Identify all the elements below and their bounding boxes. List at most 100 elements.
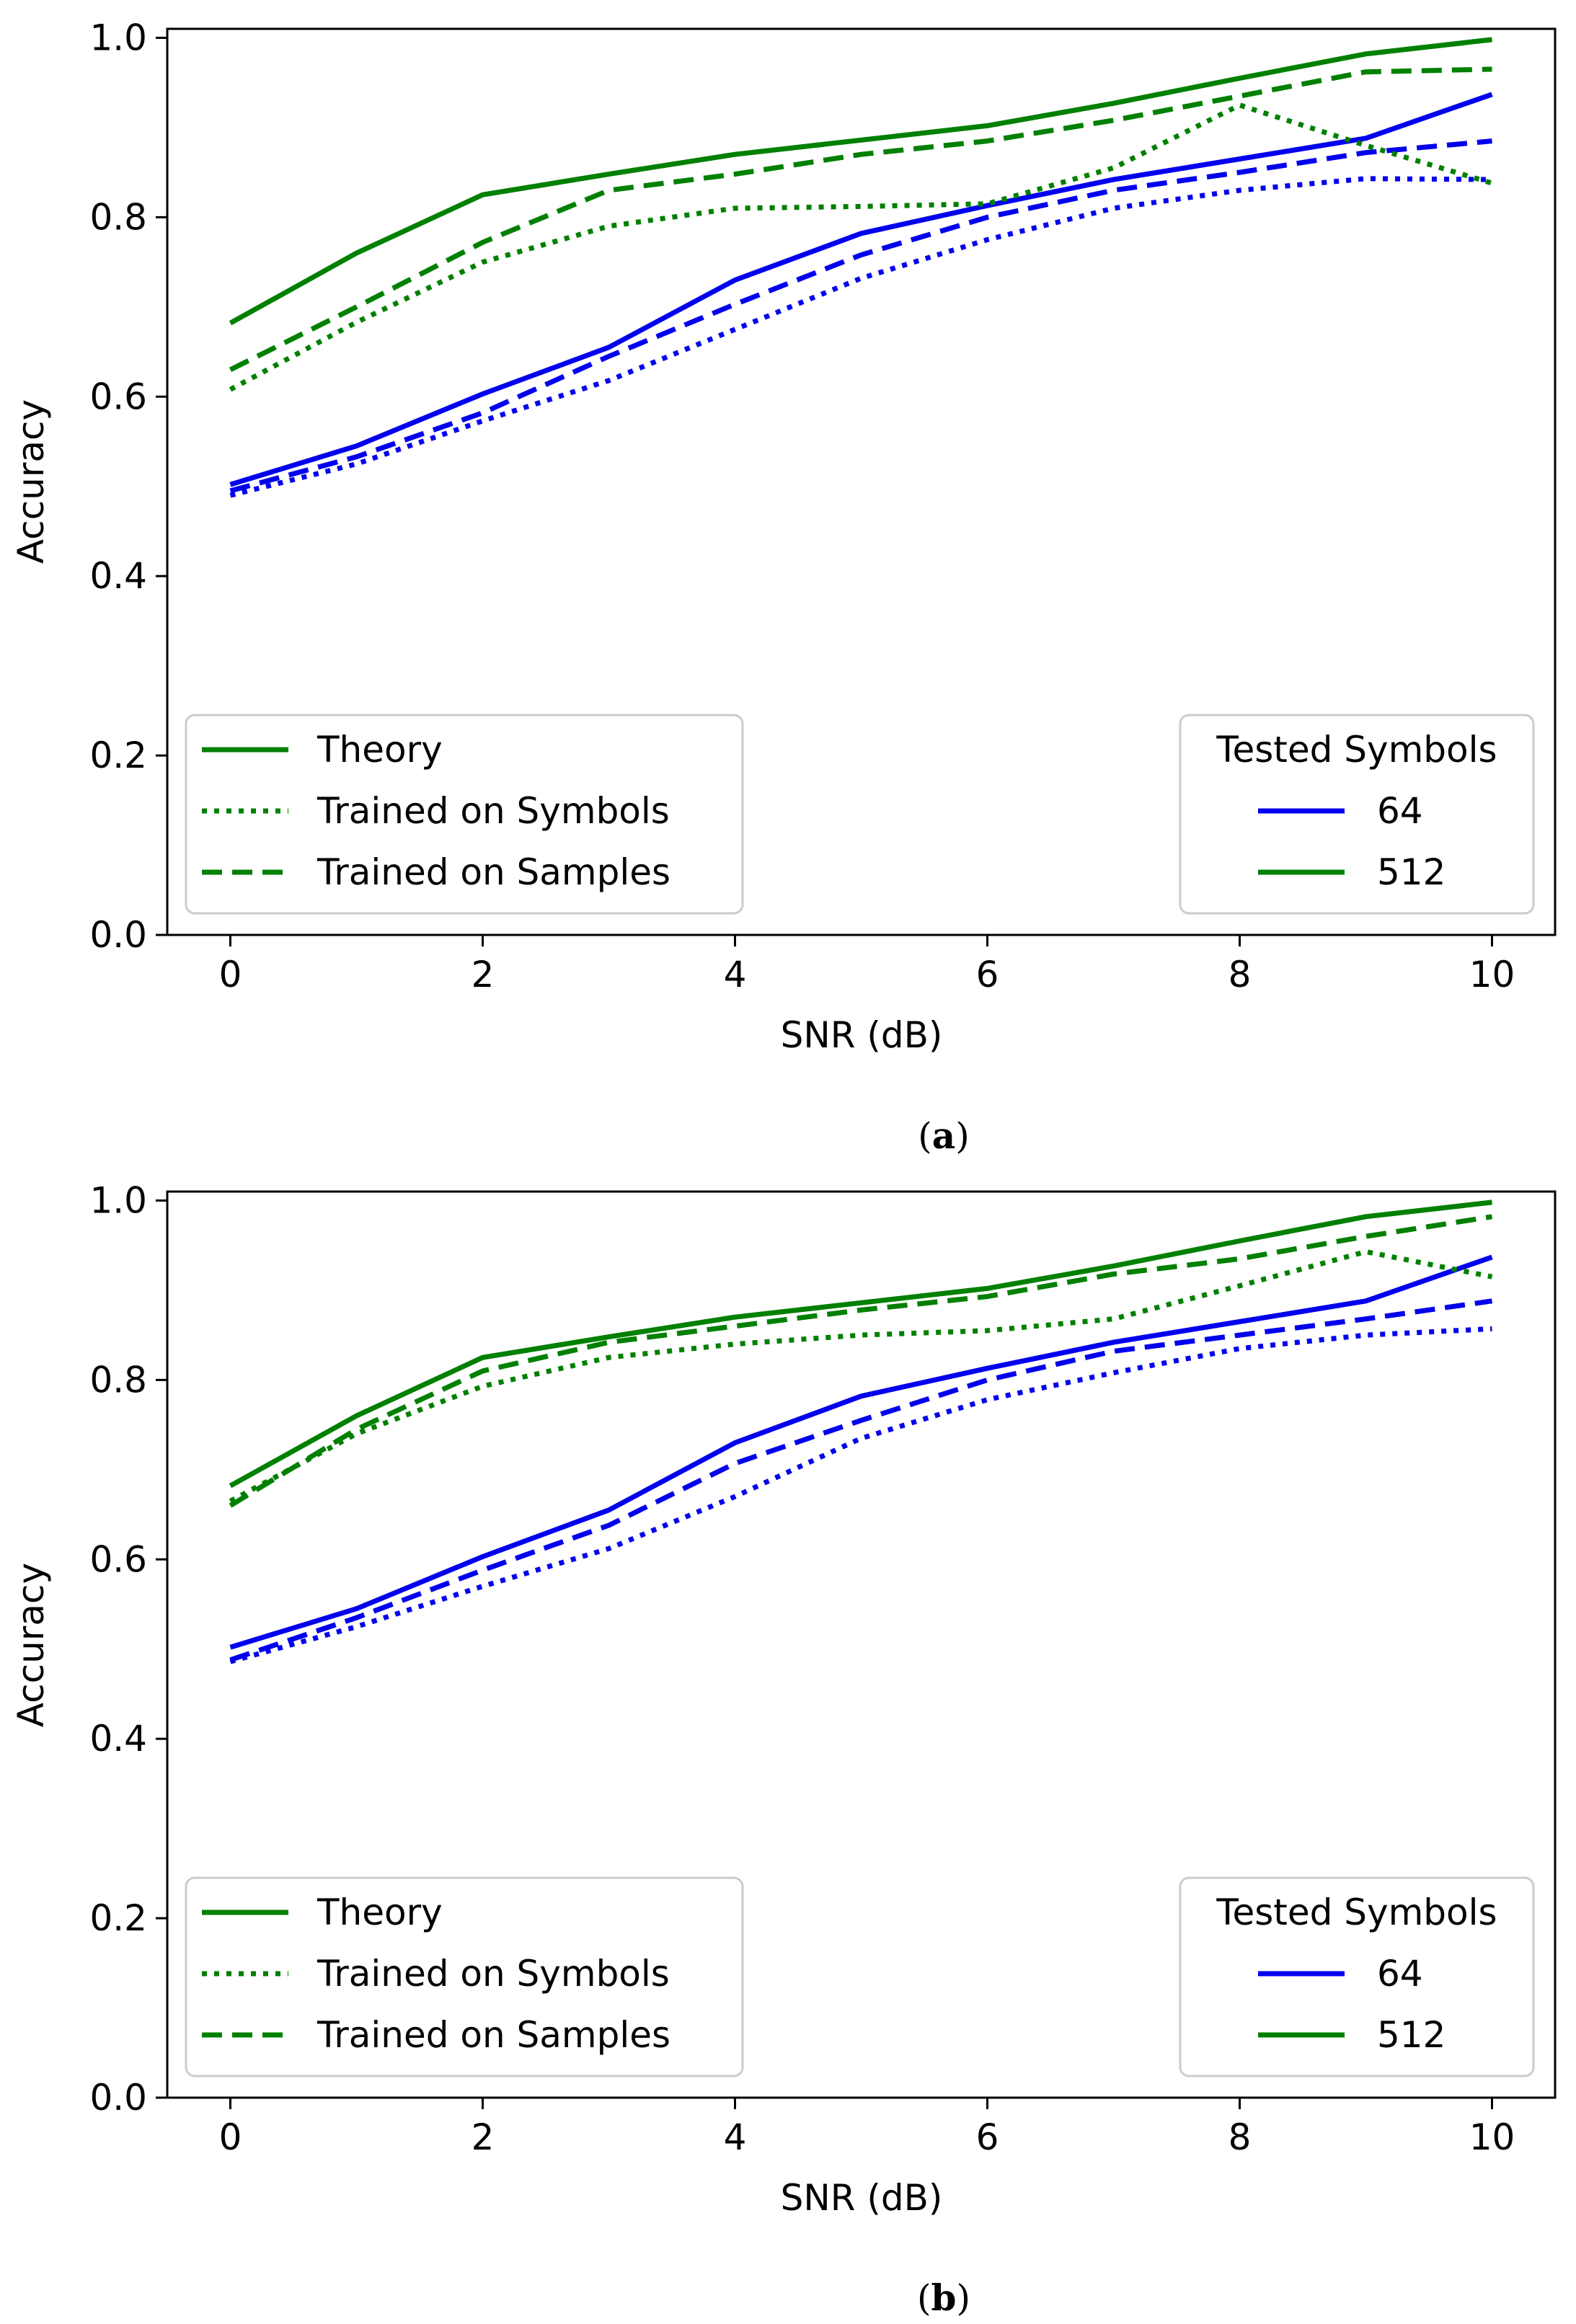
data-point-1-2 bbox=[482, 1585, 484, 1588]
data-point-3-9 bbox=[1365, 53, 1368, 56]
data-point-1-8 bbox=[1239, 189, 1241, 192]
data-point-5-7 bbox=[1112, 119, 1115, 122]
data-point-4-6 bbox=[986, 1329, 989, 1332]
data-point-1-3 bbox=[608, 1547, 611, 1550]
series-line-0 bbox=[229, 92, 1493, 487]
x-axis-b: 0 2 4 6 8 10 bbox=[219, 2098, 1515, 2158]
data-point-5-9 bbox=[1365, 1235, 1368, 1238]
y-tick-label: 0.2 bbox=[89, 1897, 147, 1939]
y-axis-b: 0.0 0.2 0.4 0.6 0.8 1.0 bbox=[89, 1179, 167, 2119]
data-point-4-7 bbox=[1112, 1318, 1115, 1321]
data-point-2-7 bbox=[1112, 1350, 1115, 1353]
data-point-1-6 bbox=[986, 1398, 989, 1401]
data-point-4-3 bbox=[608, 225, 611, 228]
data-point-5-5 bbox=[860, 1308, 863, 1311]
data-point-4-3 bbox=[608, 1356, 611, 1359]
data-point-1-10 bbox=[1491, 178, 1494, 181]
data-point-0-3 bbox=[608, 346, 611, 349]
series-line-2 bbox=[229, 1298, 1492, 1663]
x-tick-label: 10 bbox=[1469, 2116, 1515, 2158]
data-point-4-6 bbox=[986, 203, 989, 205]
legend-style-label-symbols-b: Trained on Symbols bbox=[316, 1953, 670, 1995]
x-tick-label: 0 bbox=[219, 2116, 242, 2158]
data-point-5-4 bbox=[734, 173, 737, 176]
data-point-2-5 bbox=[860, 254, 863, 257]
y-tick-label: 0.6 bbox=[89, 376, 147, 417]
data-point-5-1 bbox=[355, 1428, 358, 1431]
data-point-2-1 bbox=[355, 456, 358, 458]
data-point-4-1 bbox=[355, 321, 358, 324]
data-point-1-10 bbox=[1491, 1327, 1494, 1330]
data-point-5-9 bbox=[1365, 71, 1368, 74]
data-point-3-6 bbox=[986, 1287, 989, 1290]
data-point-0-2 bbox=[482, 393, 484, 396]
legend-style-label-symbols-a: Trained on Symbols bbox=[316, 790, 670, 832]
data-point-2-2 bbox=[482, 412, 484, 414]
data-point-1-3 bbox=[608, 379, 611, 382]
data-point-0-1 bbox=[355, 445, 358, 448]
x-tick-label: 2 bbox=[472, 2116, 495, 2158]
data-point-5-1 bbox=[355, 306, 358, 309]
y-tick-label: 0.8 bbox=[89, 1359, 147, 1401]
y-tick-label: 0.0 bbox=[89, 914, 147, 956]
data-point-3-8 bbox=[1239, 77, 1241, 80]
data-point-2-8 bbox=[1239, 1334, 1241, 1336]
data-point-3-3 bbox=[608, 173, 611, 176]
y-tick-label: 0.4 bbox=[89, 1718, 147, 1760]
y-tick-label: 1.0 bbox=[89, 17, 147, 58]
legend-style-label-theory-a: Theory bbox=[316, 729, 443, 771]
x-axis-a: 0 2 4 6 8 10 bbox=[219, 935, 1515, 995]
series-line-0 bbox=[229, 1254, 1493, 1650]
data-point-4-7 bbox=[1112, 167, 1115, 169]
data-point-4-10 bbox=[1491, 1275, 1494, 1278]
data-point-0-4 bbox=[734, 279, 737, 282]
y-tick-label: 1.0 bbox=[89, 1179, 147, 1221]
data-point-1-6 bbox=[986, 239, 989, 241]
x-tick-label: 8 bbox=[1229, 2116, 1252, 2158]
panel-b: 0 2 4 6 8 10 0.0 0.2 0.4 0.6 0.8 1.0 SNR (dB) Accu… bbox=[10, 1179, 1557, 2319]
legend-style-b: Theory Trained on Symbols Trained on Sam… bbox=[185, 1876, 744, 2077]
data-point-3-5 bbox=[860, 1301, 863, 1304]
data-point-3-4 bbox=[734, 1316, 737, 1318]
series-lines-a bbox=[229, 37, 1493, 498]
caption-b: (b) bbox=[917, 2276, 970, 2319]
legend-symbols-box-a bbox=[1179, 714, 1535, 915]
data-point-0-8 bbox=[1239, 158, 1241, 161]
data-point-1-0 bbox=[229, 494, 232, 497]
data-point-5-2 bbox=[482, 241, 484, 244]
data-point-0-9 bbox=[1365, 1300, 1368, 1303]
data-point-5-3 bbox=[608, 1341, 611, 1344]
series-line-3 bbox=[229, 1199, 1492, 1489]
series-lines-b bbox=[229, 1199, 1493, 1664]
data-point-3-2 bbox=[482, 1356, 484, 1359]
legend-symbols-label-64-b: 64 bbox=[1377, 1953, 1423, 1995]
data-point-3-7 bbox=[1112, 102, 1115, 105]
legend-style-label-samples-b: Trained on Samples bbox=[316, 2014, 670, 2056]
data-point-4-1 bbox=[355, 1432, 358, 1435]
data-point-4-8 bbox=[1239, 104, 1241, 107]
data-point-1-7 bbox=[1112, 1371, 1115, 1374]
series-line-5 bbox=[229, 1214, 1493, 1508]
data-point-0-7 bbox=[1112, 178, 1115, 181]
data-point-1-4 bbox=[734, 1495, 737, 1498]
data-point-1-9 bbox=[1365, 177, 1368, 180]
data-point-1-4 bbox=[734, 328, 737, 331]
data-point-2-10 bbox=[1491, 1300, 1494, 1303]
data-point-0-0 bbox=[229, 1646, 232, 1649]
data-point-0-10 bbox=[1491, 93, 1494, 96]
legend-style-label-samples-a: Trained on Samples bbox=[316, 851, 670, 893]
x-tick-label: 2 bbox=[472, 954, 495, 995]
legend-symbols-a: Tested Symbols 64 512 bbox=[1179, 714, 1535, 915]
data-point-0-10 bbox=[1491, 1256, 1494, 1259]
data-point-3-6 bbox=[986, 124, 989, 127]
data-point-5-10 bbox=[1491, 68, 1494, 71]
legend-symbols-label-512-b: 512 bbox=[1377, 2014, 1446, 2056]
data-point-0-4 bbox=[734, 1442, 737, 1445]
x-tick-label: 4 bbox=[724, 954, 747, 995]
data-point-3-3 bbox=[608, 1336, 611, 1339]
x-tick-label: 0 bbox=[219, 954, 242, 995]
data-point-0-3 bbox=[608, 1509, 611, 1512]
legend-symbols-title-b: Tested Symbols bbox=[1216, 1891, 1497, 1933]
data-point-5-4 bbox=[734, 1325, 737, 1328]
data-point-2-0 bbox=[229, 1659, 232, 1662]
